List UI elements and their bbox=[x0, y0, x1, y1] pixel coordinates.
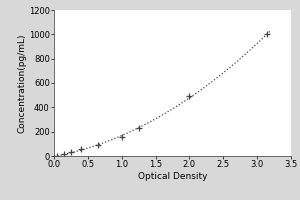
X-axis label: Optical Density: Optical Density bbox=[138, 172, 207, 181]
Y-axis label: Concentration(pg/mL): Concentration(pg/mL) bbox=[17, 33, 26, 133]
